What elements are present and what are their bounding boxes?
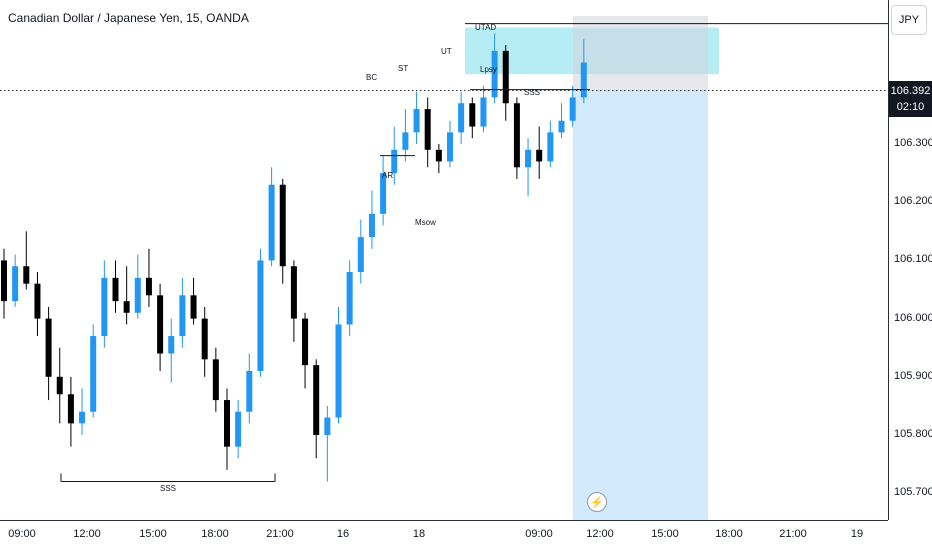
candle-body [101, 277, 108, 337]
candle-body [257, 260, 264, 371]
candle-body [23, 266, 30, 284]
annotation-label: UTAD [475, 23, 496, 32]
candle-body [324, 417, 331, 435]
candlestick-chart[interactable]: UTAD BC ST UT Lpsy SSS AR Msow SSS [0, 0, 888, 520]
x-tick-label: 19 [850, 528, 864, 540]
candle-body [413, 109, 420, 133]
candle-body [391, 149, 398, 174]
range-zone [573, 90, 708, 520]
candle-body [56, 376, 63, 395]
annotation-label: Lpsy [480, 65, 497, 74]
chart-plot-area[interactable]: UTAD BC ST UT Lpsy SSS AR Msow SSS [0, 0, 888, 520]
candle-body [145, 277, 152, 296]
candle-body [313, 365, 320, 435]
x-tick-label: 16 [336, 528, 350, 540]
candle-body [491, 50, 498, 98]
candle-body [558, 120, 565, 133]
current-price-value: 106.392 [890, 85, 931, 97]
candle-body [112, 277, 119, 302]
candle-body [67, 394, 74, 424]
candle-body [212, 359, 219, 401]
annotation-label: BC [366, 73, 377, 82]
y-tick-label: 105.700 [894, 486, 932, 499]
x-tick-label: 18:00 [201, 528, 229, 540]
x-tick-label: 15:00 [139, 528, 167, 540]
lightning-icon[interactable]: ⚡ [587, 492, 607, 512]
candle-body [469, 103, 476, 127]
y-tick-label: 105.800 [894, 428, 932, 440]
candle-body [235, 411, 242, 447]
annotation-label: SSS [524, 88, 540, 97]
candle-body [447, 132, 453, 162]
candle-body [302, 318, 309, 366]
candle-body [402, 132, 409, 150]
chart-title: Canadian Dollar / Japanese Yen, 15, OAND… [8, 11, 249, 25]
candle-body [179, 295, 186, 337]
candle-body [502, 50, 509, 104]
x-tick-label: 12:00 [586, 528, 614, 540]
candle-body [368, 213, 375, 238]
candle-body [536, 149, 543, 162]
y-tick-label: 106.100 [894, 253, 932, 266]
stop-zone [573, 16, 708, 91]
candle-body [224, 400, 230, 447]
candle-body [513, 103, 520, 168]
candle-body [157, 295, 164, 354]
x-tick-label: 18 [412, 528, 426, 540]
candle-body [12, 266, 19, 302]
candle-body [380, 173, 387, 214]
candle-body [569, 97, 576, 121]
candle-body [525, 149, 532, 168]
annotation-label: SSS [160, 484, 176, 493]
annotation-label: UT [441, 47, 452, 56]
y-tick-label: 105.900 [894, 369, 932, 382]
candle-body [290, 266, 297, 319]
candle-body [1, 260, 7, 302]
candle-body [424, 109, 431, 150]
candle-body [580, 62, 587, 98]
candle-body [190, 295, 197, 319]
x-tick-label: 09:00 [8, 528, 36, 540]
candle-body [45, 318, 52, 377]
candle-body [279, 184, 286, 267]
candle-body [547, 132, 554, 162]
candle-body [134, 277, 141, 313]
candle-body [335, 324, 342, 418]
bar-countdown: 02:10 [896, 101, 925, 113]
candle-body [458, 103, 465, 133]
annotation-label: Msow [415, 218, 436, 227]
candle-body [346, 272, 353, 325]
candle-body [79, 411, 86, 424]
x-tick-label: 15:00 [651, 528, 679, 540]
y-tick-label: 106.200 [894, 195, 932, 208]
x-tick-label: 12:00 [73, 528, 101, 540]
candle-body [168, 336, 175, 354]
candle-body [90, 336, 97, 412]
candle-body [268, 184, 275, 261]
y-tick-label: 106.300 [894, 137, 932, 149]
x-tick-label: 21:00 [266, 528, 294, 540]
annotation-label: AR [382, 171, 393, 180]
time-axis[interactable] [0, 520, 888, 551]
candle-body [246, 370, 253, 412]
x-tick-label: 21:00 [779, 528, 807, 540]
candle-body [435, 149, 442, 162]
current-price-label: 106.392 02:10 [889, 81, 932, 117]
candle-body [34, 283, 41, 319]
annotation-label: ST [398, 64, 408, 73]
x-tick-label: 18:00 [715, 528, 743, 540]
candle-body [123, 301, 130, 313]
currency-button[interactable]: JPY [891, 5, 927, 35]
x-tick-label: 09:00 [525, 528, 553, 540]
candle-body [480, 97, 487, 127]
y-tick-label: 106.000 [894, 311, 932, 324]
candle-body [201, 318, 208, 360]
candle-body [357, 237, 364, 273]
